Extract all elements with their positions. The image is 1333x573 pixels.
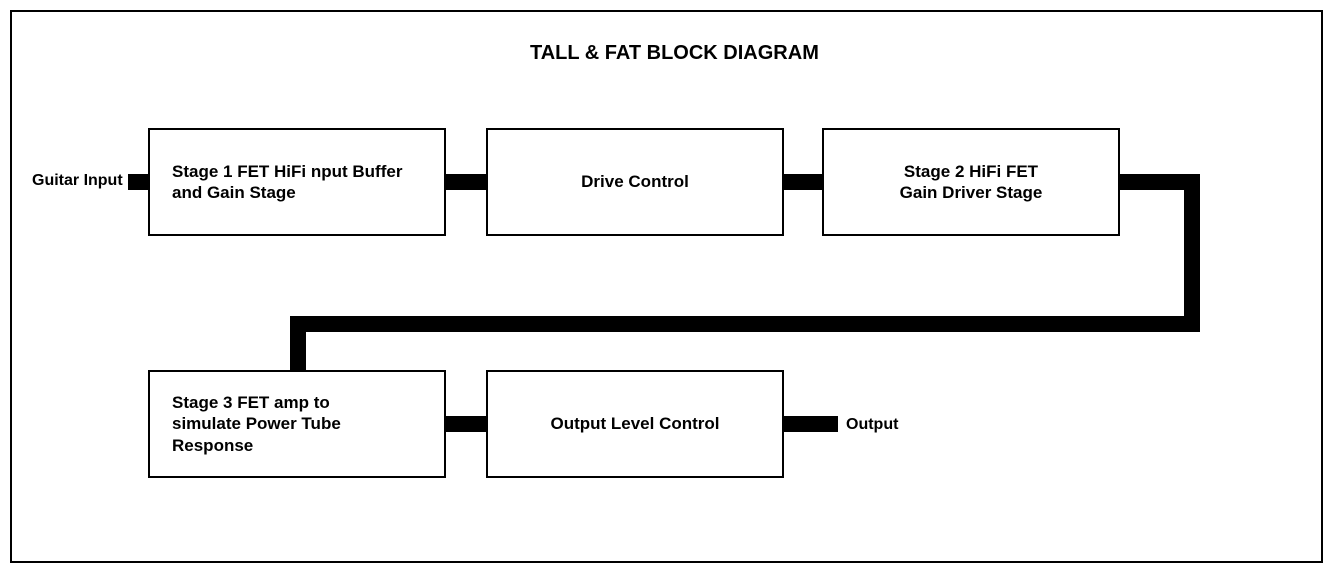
block-label-stage1: Stage 1 FET HiFi nput Bufferand Gain Sta…	[172, 161, 402, 204]
block-outlvl: Output Level Control	[486, 370, 784, 478]
block-drive: Drive Control	[486, 128, 784, 236]
connector-in_to_stage1	[128, 174, 148, 190]
block-label-drive: Drive Control	[581, 171, 689, 192]
connector-stage2_to_stage3-seg3	[290, 316, 306, 370]
diagram-title: TALL & FAT BLOCK DIAGRAM	[530, 42, 819, 65]
connector-output_stub	[822, 416, 838, 432]
io-label-output: Output	[846, 416, 898, 434]
diagram-canvas: TALL & FAT BLOCK DIAGRAM Stage 1 FET HiFi…	[0, 0, 1333, 573]
block-label-stage3: Stage 3 FET amp tosimulate Power Tube Re…	[172, 392, 422, 456]
io-label-guitar_input: Guitar Input	[32, 172, 123, 190]
block-stage3: Stage 3 FET amp tosimulate Power Tube Re…	[148, 370, 446, 478]
block-stage2: Stage 2 HiFi FETGain Driver Stage	[822, 128, 1120, 236]
connector-drive_to_stage2	[784, 174, 822, 190]
connector-stage2_to_stage3-seg1	[1184, 174, 1200, 332]
block-label-stage2: Stage 2 HiFi FETGain Driver Stage	[900, 161, 1043, 204]
connector-stage1_to_drive	[446, 174, 486, 190]
outer-border	[10, 10, 1323, 563]
connector-stage2_to_stage3-seg2	[290, 316, 1200, 332]
block-label-outlvl: Output Level Control	[550, 413, 719, 434]
connector-outlvl_to_output	[784, 416, 822, 432]
connector-stage3_to_outlvl	[446, 416, 486, 432]
block-stage1: Stage 1 FET HiFi nput Bufferand Gain Sta…	[148, 128, 446, 236]
